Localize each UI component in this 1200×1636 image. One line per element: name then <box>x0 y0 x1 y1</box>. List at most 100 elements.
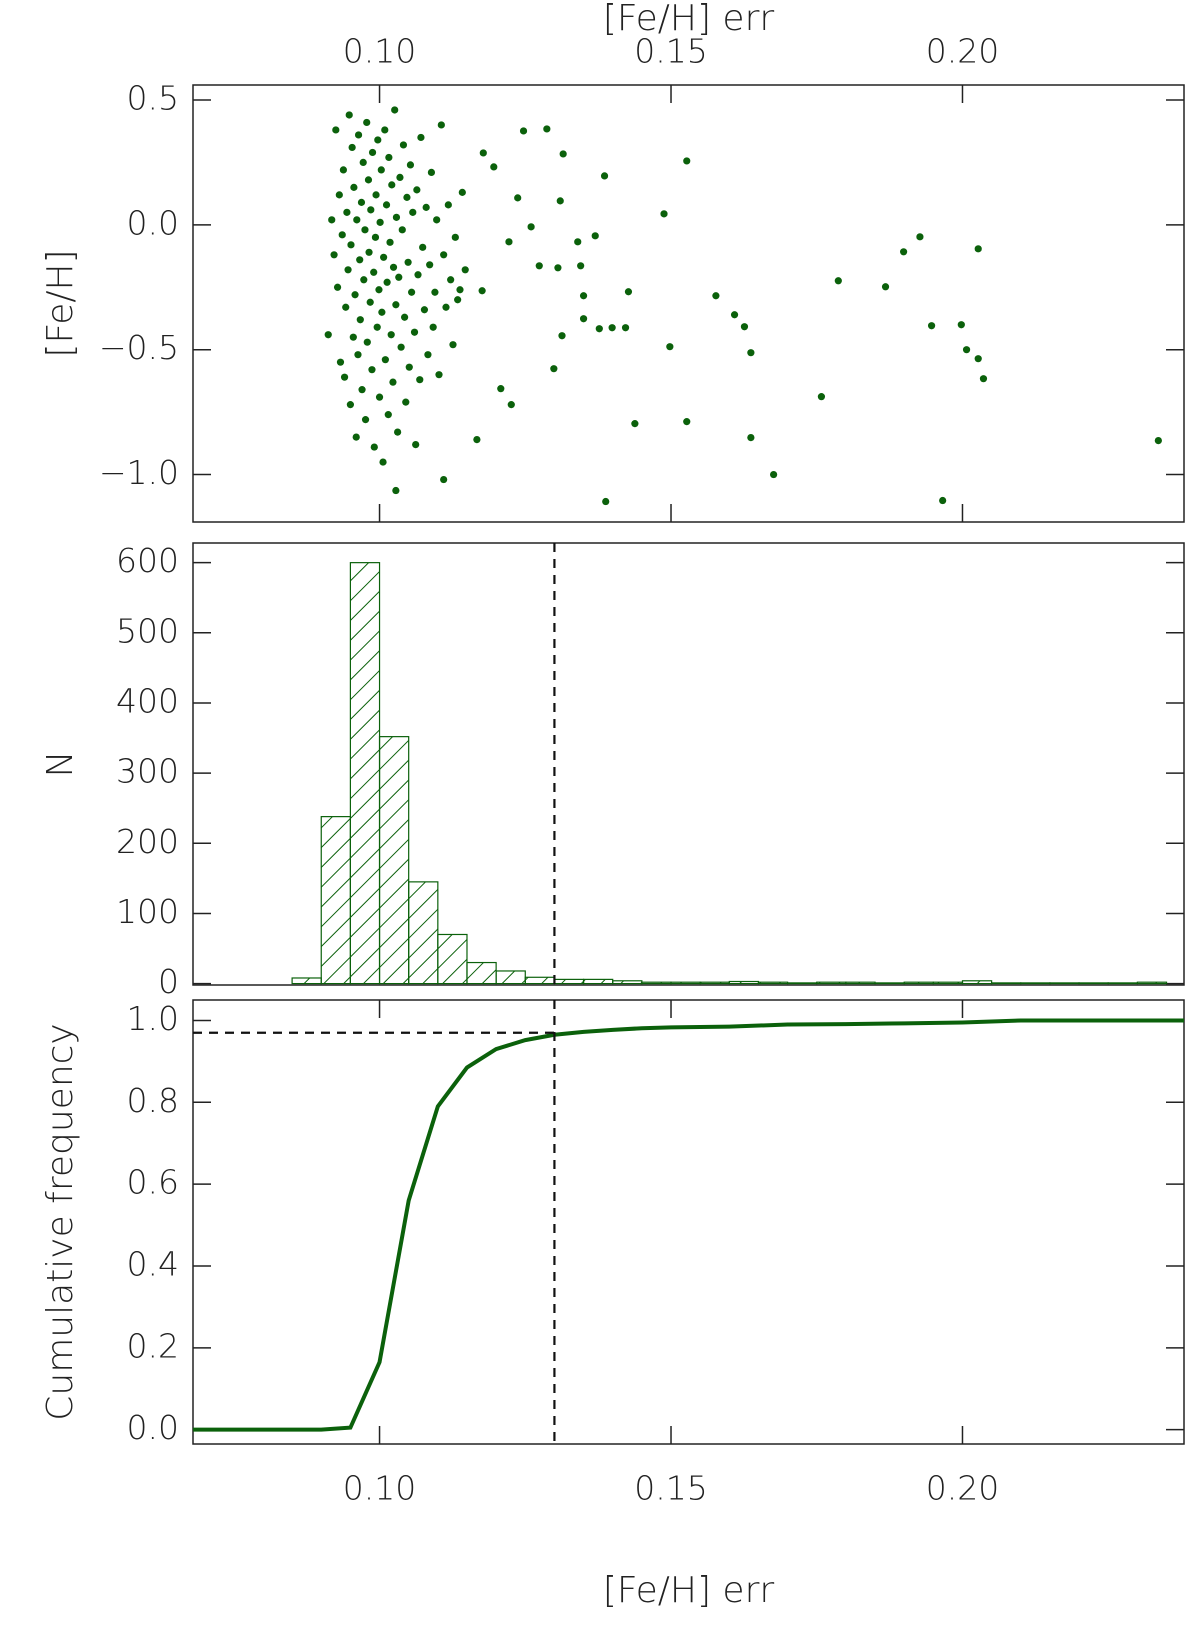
point <box>397 343 405 351</box>
point <box>422 203 430 211</box>
point <box>376 218 384 226</box>
histogram-bar <box>408 881 439 985</box>
point <box>527 223 535 231</box>
point <box>340 373 349 381</box>
point <box>395 273 403 281</box>
y-tick-label: 100 <box>116 892 179 931</box>
point <box>399 141 408 149</box>
point <box>374 136 382 144</box>
point <box>324 331 332 339</box>
point <box>347 241 355 249</box>
point <box>437 121 445 129</box>
y-tick-label: −1.0 <box>99 453 179 492</box>
point <box>817 393 826 401</box>
point <box>380 253 388 261</box>
y-tick-label: 200 <box>116 822 179 861</box>
point <box>451 233 459 241</box>
histogram-bar <box>612 980 643 985</box>
point <box>383 278 391 286</box>
point <box>412 440 420 449</box>
point <box>366 298 374 306</box>
point <box>417 133 425 142</box>
point <box>490 163 498 171</box>
point <box>431 288 439 296</box>
point <box>427 168 436 176</box>
y-axis-label: Cumulative frequency <box>40 1023 81 1420</box>
point <box>974 355 982 363</box>
point <box>554 264 562 272</box>
point <box>479 149 487 157</box>
histogram-bar <box>728 980 760 985</box>
x-tick-label: 0.10 <box>343 32 416 71</box>
x-tick-label: 0.15 <box>634 1469 707 1508</box>
point <box>352 433 360 441</box>
point <box>330 251 338 259</box>
point <box>478 287 486 295</box>
histogram-bar <box>437 933 468 985</box>
point <box>979 375 988 383</box>
y-tick-label: 300 <box>116 752 179 791</box>
point <box>550 365 558 373</box>
histogram-bar <box>699 981 730 985</box>
point <box>939 496 947 505</box>
point <box>608 324 616 332</box>
histogram-bar <box>582 978 614 985</box>
y-tick-label: 0.0 <box>127 203 179 242</box>
point <box>419 243 427 251</box>
point <box>382 201 391 209</box>
point <box>348 143 356 152</box>
point <box>600 172 609 180</box>
histogram-bar <box>1107 982 1138 985</box>
histogram-bar <box>670 981 701 985</box>
point <box>396 173 404 181</box>
point <box>363 118 371 127</box>
point <box>404 258 412 266</box>
histogram-bar <box>1078 982 1109 985</box>
point <box>394 428 402 436</box>
point <box>409 208 417 216</box>
point <box>621 324 630 332</box>
point <box>379 458 387 466</box>
point <box>579 292 588 300</box>
histogram-bar <box>757 981 789 985</box>
point <box>372 191 380 199</box>
point <box>579 315 588 323</box>
point <box>351 291 359 299</box>
point <box>361 416 370 424</box>
point <box>405 363 413 371</box>
histogram-bar <box>378 736 410 985</box>
point <box>356 256 364 264</box>
y-axis-label: N <box>40 751 81 778</box>
cumulative-line <box>193 1018 1184 1432</box>
y-tick-label: 0.6 <box>127 1163 179 1202</box>
point <box>834 277 842 285</box>
histogram-bar <box>1020 982 1051 985</box>
histogram-bar <box>845 981 876 985</box>
point <box>336 358 345 366</box>
histogram-bar <box>932 981 964 985</box>
point <box>747 349 755 357</box>
point <box>388 181 396 189</box>
point <box>365 248 373 256</box>
y-tick-label: 0.2 <box>127 1326 179 1365</box>
y-tick-label: 600 <box>116 541 179 580</box>
x-tick-label: 0.10 <box>343 1469 416 1508</box>
point <box>386 238 394 246</box>
point <box>660 210 668 218</box>
point <box>595 325 603 333</box>
point <box>354 131 363 139</box>
histogram-bar <box>786 982 818 985</box>
point <box>574 238 582 246</box>
point <box>900 248 908 256</box>
point <box>387 331 395 339</box>
y-axis-label: [Fe/H] <box>40 249 81 357</box>
point <box>408 288 416 296</box>
point <box>712 292 720 300</box>
point <box>683 418 691 426</box>
histogram-bar <box>320 816 351 985</box>
histogram-bar <box>291 977 322 985</box>
point <box>367 206 375 214</box>
point <box>342 303 350 311</box>
point <box>666 343 674 351</box>
point <box>927 322 936 330</box>
